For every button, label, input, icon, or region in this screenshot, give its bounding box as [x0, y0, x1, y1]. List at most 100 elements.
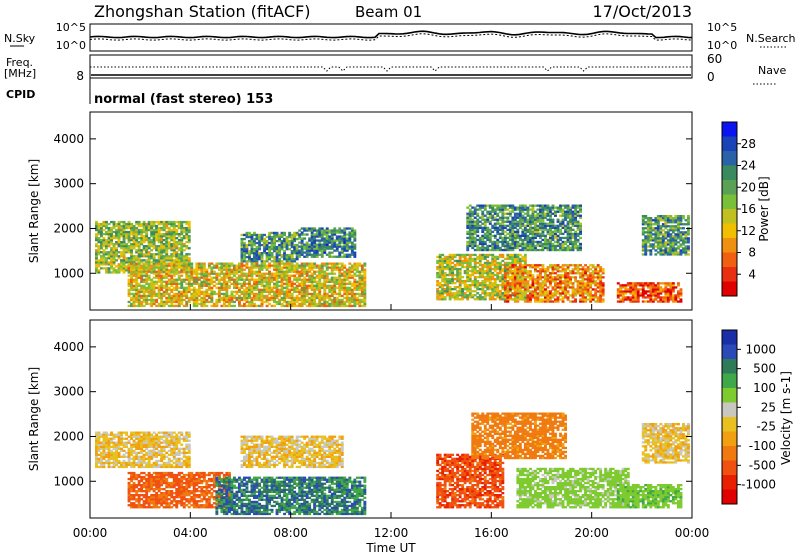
heat-cell	[564, 248, 567, 252]
heat-cell	[448, 278, 452, 281]
heat-cell	[102, 259, 106, 262]
heat-cell	[142, 222, 146, 226]
heat-cell	[571, 210, 575, 213]
heat-cell	[481, 222, 485, 225]
heat-cell	[245, 282, 249, 285]
heat-cell	[125, 243, 128, 246]
heat-cell	[348, 262, 352, 265]
heat-cell	[97, 228, 101, 232]
heat-cell	[566, 230, 570, 233]
heat-cell	[177, 233, 181, 236]
heat-cell	[544, 228, 547, 231]
heat-cell	[120, 235, 123, 238]
heat-cell	[320, 247, 324, 250]
heat-cell	[222, 284, 226, 287]
heat-cell	[220, 284, 224, 287]
heat-cell	[446, 292, 450, 295]
heat-cell	[117, 271, 121, 274]
heat-cell	[308, 286, 312, 289]
heat-cell	[468, 222, 472, 225]
heat-cell	[253, 282, 256, 285]
heat-cell	[278, 266, 281, 269]
heat-cell	[491, 242, 495, 246]
heat-cell	[145, 230, 149, 234]
heat-cell	[132, 243, 136, 246]
heat-cell	[539, 234, 542, 237]
heat-cell	[160, 220, 164, 224]
heat-cell	[468, 240, 472, 244]
heat-cell	[468, 244, 472, 248]
heat-cell	[172, 224, 176, 228]
heat-cell	[313, 237, 317, 240]
heat-cell	[162, 257, 166, 260]
heat-cell	[172, 228, 176, 232]
heat-cell	[325, 278, 329, 281]
heat-cell	[310, 243, 314, 246]
heat-cell	[350, 296, 354, 300]
heat-cell	[155, 230, 159, 234]
heat-cell	[488, 204, 492, 207]
heat-cell	[561, 248, 565, 252]
heat-cell	[579, 294, 582, 297]
heat-cell	[288, 278, 292, 281]
heat-cell	[518, 259, 522, 263]
heat-cell	[170, 239, 174, 242]
heat-cell	[466, 284, 470, 287]
heat-cell	[295, 243, 299, 247]
heat-cell	[283, 264, 286, 267]
heat-cell	[471, 259, 475, 263]
heat-cell	[305, 270, 309, 273]
heat-cell	[303, 245, 307, 248]
heat-cell	[523, 255, 527, 259]
heat-cell	[571, 220, 575, 223]
heat-cell	[549, 242, 552, 246]
heat-cell	[328, 304, 332, 308]
heat-cell	[333, 286, 337, 289]
heat-cell	[137, 241, 141, 244]
heat-cell	[584, 278, 587, 281]
heat-cell	[228, 286, 231, 289]
heat-cell	[217, 280, 221, 283]
heat-cell	[197, 264, 201, 267]
heat-cell	[486, 259, 490, 263]
heat-cell	[340, 300, 344, 304]
heat-cell	[202, 300, 206, 304]
heat-cell	[523, 204, 527, 207]
heat-cell	[182, 235, 186, 238]
heat-cell	[275, 239, 279, 243]
heat-cell	[160, 296, 164, 300]
heat-cell	[358, 278, 362, 281]
heat-cell	[323, 243, 327, 246]
heat-cell	[523, 282, 527, 285]
heat-cell	[265, 298, 269, 302]
heat-cell	[561, 214, 565, 217]
heat-cell	[330, 229, 334, 232]
heat-cell	[245, 262, 249, 265]
heat-cell	[157, 296, 161, 300]
heat-cell	[511, 284, 515, 287]
heat-cell	[152, 247, 156, 250]
heat-cell	[290, 243, 294, 247]
heat-cell	[235, 264, 239, 267]
heat-cell	[503, 292, 507, 295]
heat-cell	[355, 298, 359, 302]
heat-cell	[195, 298, 199, 302]
heat-cell	[248, 260, 251, 263]
heat-cell	[591, 298, 595, 301]
heat-cell	[288, 274, 292, 277]
heat-cell	[175, 286, 179, 289]
heat-cell	[268, 264, 271, 267]
heat-cell	[355, 284, 359, 287]
heat-cell	[253, 288, 256, 291]
heat-cell	[554, 280, 557, 283]
heat-cell	[473, 224, 477, 227]
heat-cell	[320, 231, 324, 234]
heat-cell	[137, 290, 141, 293]
heat-cell	[343, 237, 347, 240]
heat-cell	[172, 294, 176, 298]
heat-cell	[162, 247, 166, 250]
heat-cell	[529, 220, 532, 223]
heat-cell	[172, 263, 176, 266]
heat-cell	[338, 280, 342, 283]
heat-cell	[258, 258, 261, 261]
